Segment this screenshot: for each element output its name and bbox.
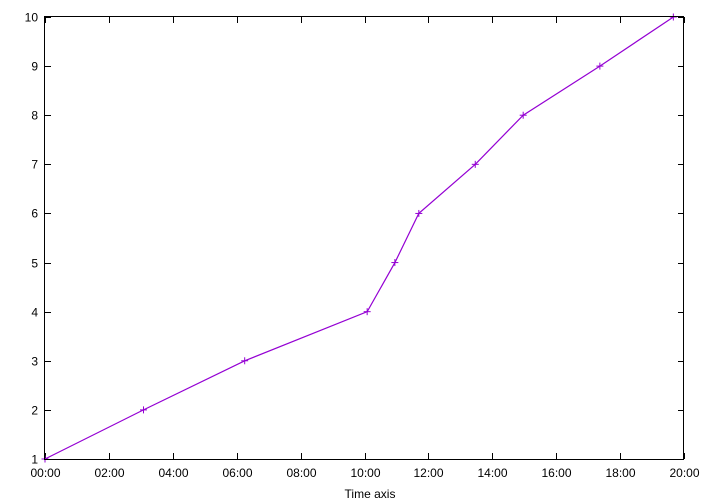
data-point-marker: [596, 62, 604, 70]
data-point-marker: [140, 406, 148, 414]
plot-frame: [44, 16, 684, 460]
x-tick-label: 06:00: [222, 466, 252, 480]
data-point-marker: [241, 357, 249, 365]
data-point-marker: [415, 209, 423, 217]
data-point-marker: [363, 308, 371, 316]
y-tick-label: 1: [31, 453, 38, 467]
data-point-marker: [471, 160, 479, 168]
y-tick-label: 7: [31, 158, 38, 172]
y-tick-label: 10: [25, 11, 39, 25]
ticks-layer: 00:00 02:00 04:00 06:00 08:00 10:00 12:00 14:00…: [25, 11, 700, 481]
y-tick-label: 6: [31, 207, 38, 221]
y-tick-label: 3: [31, 355, 38, 369]
x-tick-label: 00:00: [30, 466, 60, 480]
data-point-marker: [391, 259, 399, 267]
series-line: [44, 16, 674, 460]
x-tick-label: 08:00: [286, 466, 316, 480]
x-tick-label: 14:00: [477, 466, 507, 480]
x-tick-label: 12:00: [413, 466, 443, 480]
x-tick-label: 04:00: [158, 466, 188, 480]
x-axis-label: Time axis: [345, 487, 396, 501]
x-tick-label: 10:00: [350, 466, 380, 480]
x-tick-label: 02:00: [94, 466, 124, 480]
y-tick-label: 2: [31, 404, 38, 418]
x-tick-label: 18:00: [605, 466, 635, 480]
y-tick-label: 5: [31, 257, 38, 271]
x-tick-label: 20:00: [669, 466, 699, 480]
y-tick-label: 9: [31, 60, 38, 74]
data-point-marker: [519, 111, 527, 119]
y-tick-label: 8: [31, 109, 38, 123]
y-tick-label: 4: [31, 306, 38, 320]
x-tick-label: 16:00: [541, 466, 571, 480]
